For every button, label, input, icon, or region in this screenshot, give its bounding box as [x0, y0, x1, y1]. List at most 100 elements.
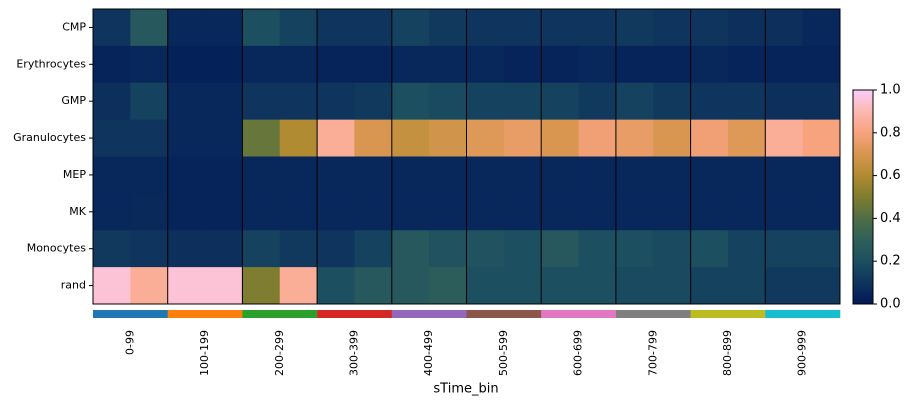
heat-cell [615, 230, 654, 268]
heat-cell [615, 119, 654, 157]
heat-cell [466, 45, 505, 84]
row-label: CMP [62, 20, 86, 33]
heat-cell [690, 82, 729, 121]
colorbar-tick-label: 1.0 [880, 83, 901, 98]
group-label: 200-299 [273, 330, 286, 376]
heat-cell [354, 230, 393, 268]
row-label: rand [61, 279, 86, 292]
heat-cell [130, 267, 169, 305]
heat-cell [429, 156, 467, 194]
heat-cell [653, 156, 692, 194]
heat-cell [802, 82, 841, 121]
heat-cell [466, 156, 505, 194]
row-label: Monocytes [27, 242, 87, 255]
heat-cell [130, 156, 169, 194]
heat-cell [205, 82, 243, 121]
heat-cell [765, 156, 804, 194]
heat-cell [429, 193, 467, 231]
heat-cell [167, 119, 206, 157]
group-bar [541, 310, 617, 318]
heat-cell [727, 193, 766, 231]
heat-cell [503, 267, 542, 305]
heat-cell [727, 267, 766, 305]
heat-cell [690, 9, 729, 47]
heat-cell [727, 45, 766, 84]
heat-cell [615, 82, 654, 121]
heat-cell [205, 9, 243, 47]
heat-cell [93, 9, 131, 47]
heat-cell [541, 45, 580, 84]
heat-cell [615, 9, 654, 47]
heat-cell [205, 267, 243, 305]
heat-cell [615, 267, 654, 305]
heat-cell [653, 267, 692, 305]
heat-cell [690, 45, 729, 84]
heat-cell [279, 119, 318, 157]
group-label: 400-499 [422, 330, 435, 376]
heat-cell [429, 9, 467, 47]
heat-cell [391, 193, 430, 231]
heat-cell [205, 45, 243, 84]
heat-cell [130, 230, 169, 268]
colorbar-tick-label: 0.6 [880, 168, 901, 183]
heat-cell [578, 82, 617, 121]
heat-cell [653, 9, 692, 47]
group-bar [167, 310, 243, 318]
colorbar-tick-label: 0.0 [880, 297, 901, 312]
heat-cell [690, 193, 729, 231]
heat-cell [765, 119, 804, 157]
heat-cell [578, 45, 617, 84]
heat-cell [242, 156, 281, 194]
group-label: 600-699 [572, 330, 585, 376]
heat-cell [653, 193, 692, 231]
heat-cell [802, 156, 841, 194]
heat-cell [541, 230, 580, 268]
heat-cell [690, 267, 729, 305]
heat-cell [391, 119, 430, 157]
heat-cell [615, 45, 654, 84]
heat-cell [802, 193, 841, 231]
heat-cell [279, 156, 318, 194]
group-bar [242, 310, 318, 318]
heat-cell [503, 193, 542, 231]
heat-cell [578, 230, 617, 268]
heat-cell [466, 193, 505, 231]
heat-cell [130, 193, 169, 231]
heat-cell [503, 9, 542, 47]
heat-cell [727, 230, 766, 268]
heat-cell [354, 193, 393, 231]
heat-cell [167, 156, 206, 194]
heat-cell [167, 193, 206, 231]
heat-cell [167, 45, 206, 84]
heat-cell [317, 45, 355, 84]
heat-cell [466, 267, 505, 305]
heat-cell [578, 156, 617, 194]
heat-cell [615, 193, 654, 231]
colorbar-tick-label: 0.2 [880, 254, 901, 269]
heat-cell [653, 82, 692, 121]
heat-cell [690, 119, 729, 157]
heat-cell [279, 193, 318, 231]
group-bar [93, 310, 168, 318]
heat-cell [317, 193, 355, 231]
group-label: 800-899 [721, 330, 734, 376]
heat-cell [429, 119, 467, 157]
heat-cell [391, 230, 430, 268]
heat-cell [466, 9, 505, 47]
heat-cell [727, 156, 766, 194]
heat-cell [93, 45, 131, 84]
heat-cell [317, 9, 355, 47]
heat-cell [93, 82, 131, 121]
group-label: 900-999 [796, 330, 809, 376]
heat-cell [391, 82, 430, 121]
heat-cell [317, 267, 355, 305]
heat-cell [242, 119, 281, 157]
colorbar-tick-label: 0.8 [880, 125, 901, 140]
heat-cell [130, 82, 169, 121]
heat-cell [167, 9, 206, 47]
heat-cell [802, 45, 841, 84]
group-bar [317, 310, 393, 318]
heat-cell [354, 9, 393, 47]
row-label: MEP [63, 168, 86, 181]
